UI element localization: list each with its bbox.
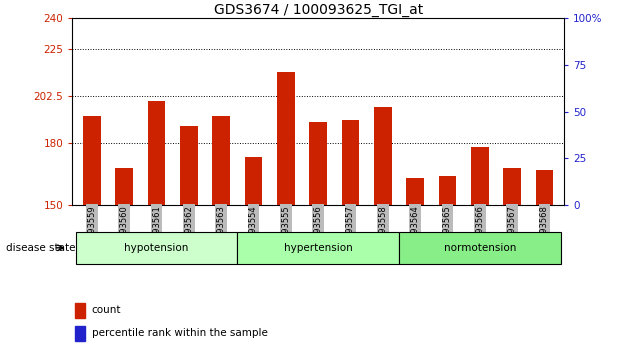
Text: GSM493557: GSM493557 bbox=[346, 205, 355, 256]
Bar bbox=[471, 147, 489, 205]
Bar bbox=[374, 107, 392, 205]
Text: GSM493554: GSM493554 bbox=[249, 205, 258, 256]
Text: GSM493566: GSM493566 bbox=[475, 205, 484, 256]
Bar bbox=[76, 326, 85, 341]
Text: GSM493559: GSM493559 bbox=[88, 205, 96, 256]
Bar bbox=[406, 178, 424, 205]
Title: GDS3674 / 100093625_TGI_at: GDS3674 / 100093625_TGI_at bbox=[214, 3, 423, 17]
Text: GSM493567: GSM493567 bbox=[508, 205, 517, 256]
Bar bbox=[244, 158, 262, 205]
Bar bbox=[115, 168, 133, 205]
Text: GSM493562: GSM493562 bbox=[185, 205, 193, 256]
Bar bbox=[83, 116, 101, 205]
Bar bbox=[438, 176, 456, 205]
Bar bbox=[341, 120, 359, 205]
Text: hypertension: hypertension bbox=[284, 243, 353, 253]
Text: percentile rank within the sample: percentile rank within the sample bbox=[91, 328, 268, 338]
FancyBboxPatch shape bbox=[76, 232, 238, 264]
Bar bbox=[503, 168, 521, 205]
Text: GSM493565: GSM493565 bbox=[443, 205, 452, 256]
Text: disease state: disease state bbox=[6, 243, 76, 253]
FancyBboxPatch shape bbox=[238, 232, 399, 264]
Bar bbox=[309, 122, 327, 205]
Text: count: count bbox=[91, 305, 121, 315]
Text: normotension: normotension bbox=[444, 243, 516, 253]
Text: GSM493560: GSM493560 bbox=[120, 205, 129, 256]
Bar bbox=[147, 101, 166, 205]
Text: GSM493556: GSM493556 bbox=[314, 205, 323, 256]
Bar bbox=[76, 303, 85, 318]
Bar bbox=[536, 170, 553, 205]
Text: GSM493555: GSM493555 bbox=[282, 205, 290, 256]
Text: hypotension: hypotension bbox=[124, 243, 189, 253]
Text: GSM493563: GSM493563 bbox=[217, 205, 226, 256]
Bar bbox=[277, 72, 295, 205]
Text: GSM493561: GSM493561 bbox=[152, 205, 161, 256]
Bar bbox=[180, 126, 198, 205]
Bar bbox=[212, 116, 230, 205]
FancyBboxPatch shape bbox=[399, 232, 561, 264]
Text: GSM493568: GSM493568 bbox=[540, 205, 549, 256]
Text: GSM493564: GSM493564 bbox=[411, 205, 420, 256]
Text: GSM493558: GSM493558 bbox=[378, 205, 387, 256]
